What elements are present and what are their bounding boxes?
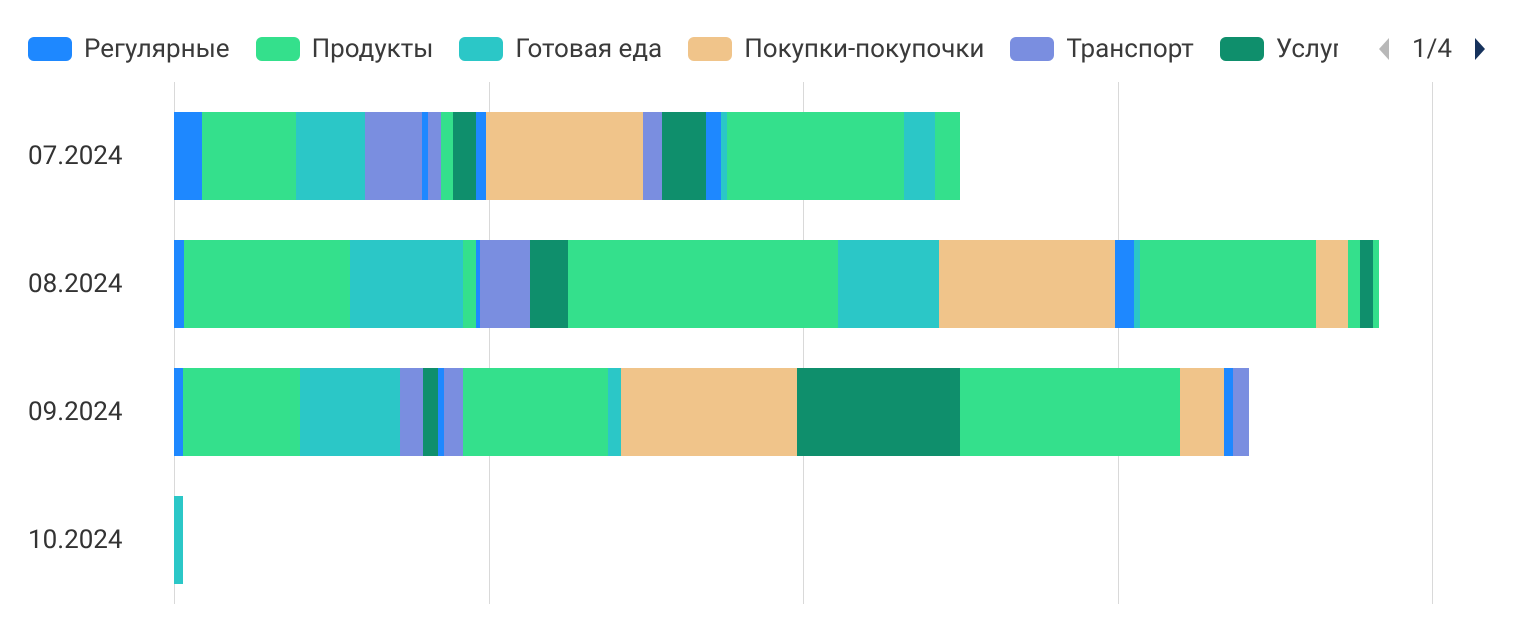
legend-items: Регулярные Продукты Готовая еда Покупки-пок…: [28, 34, 1338, 64]
bar-segment-services[interactable]: [662, 112, 706, 200]
bar-segment-products[interactable]: [184, 240, 350, 328]
bar-segment-transport[interactable]: [428, 112, 441, 200]
stacked-bar-chart: 07.2024 08.2024 09.2024 10.2024: [28, 82, 1492, 604]
bar-segment-products[interactable]: [727, 112, 903, 200]
bar-segment-transport[interactable]: [400, 368, 423, 456]
legend-swatch-ready: [459, 37, 503, 61]
legend-item-regular[interactable]: Регулярные: [28, 34, 230, 64]
chevron-left-icon: [1375, 36, 1395, 62]
bar-segment-products[interactable]: [935, 112, 960, 200]
y-axis-label: 09.2024: [28, 397, 123, 427]
bar-segment-services[interactable]: [530, 240, 568, 328]
bar-row: [174, 240, 1379, 328]
bar-segment-ready[interactable]: [296, 112, 365, 200]
bar-segment-products[interactable]: [568, 240, 838, 328]
bar-segment-ready[interactable]: [300, 368, 401, 456]
bar-segment-services[interactable]: [423, 368, 438, 456]
legend-swatch-services: [1220, 37, 1264, 61]
bar-segment-services[interactable]: [1360, 240, 1373, 328]
bar-row: [174, 112, 960, 200]
legend-item-ready[interactable]: Готовая еда: [459, 34, 662, 64]
bar-segment-ready[interactable]: [904, 112, 935, 200]
y-axis-label: 07.2024: [28, 141, 123, 171]
legend-page-indicator: 1/4: [1412, 34, 1452, 64]
legend-item-services[interactable]: Услуги: [1220, 34, 1338, 64]
legend-pager: 1/4: [1372, 34, 1492, 64]
y-axis-label: 08.2024: [28, 269, 123, 299]
bar-segment-products[interactable]: [463, 368, 608, 456]
legend-item-purchases[interactable]: Покупки-покупочки: [688, 34, 984, 64]
bar-segment-transport[interactable]: [444, 368, 463, 456]
chevron-right-icon: [1469, 36, 1489, 62]
y-axis-label: 10.2024: [28, 525, 123, 555]
legend-label: Продукты: [312, 34, 434, 64]
legend-label: Покупки-покупочки: [744, 34, 984, 64]
bar-segment-services[interactable]: [797, 368, 961, 456]
legend-swatch-purchases: [688, 37, 732, 61]
bar-segment-products[interactable]: [960, 368, 1180, 456]
bar-segment-ready[interactable]: [838, 240, 939, 328]
bar-segment-products[interactable]: [1373, 240, 1379, 328]
bar-segment-purchases[interactable]: [486, 112, 643, 200]
bar-segment-transport[interactable]: [365, 112, 422, 200]
legend-label: Готовая еда: [515, 34, 662, 64]
bar-segment-products[interactable]: [1348, 240, 1361, 328]
legend-label: Транспорт: [1066, 34, 1193, 64]
chart-plot-area: [174, 82, 1432, 604]
bar-segment-purchases[interactable]: [1316, 240, 1347, 328]
legend-label: Услуги: [1276, 34, 1338, 64]
gridline: [1118, 82, 1119, 604]
bar-row: [174, 496, 183, 584]
legend-next-button[interactable]: [1466, 36, 1492, 62]
bar-segment-regular[interactable]: [476, 112, 486, 200]
bar-segment-transport[interactable]: [1233, 368, 1249, 456]
bar-segment-purchases[interactable]: [939, 240, 1115, 328]
bar-segment-transport[interactable]: [643, 112, 662, 200]
bar-segment-purchases[interactable]: [621, 368, 797, 456]
legend-swatch-regular: [28, 37, 72, 61]
legend-item-products[interactable]: Продукты: [256, 34, 434, 64]
bar-segment-purchases[interactable]: [1180, 368, 1224, 456]
bar-segment-ready[interactable]: [350, 240, 463, 328]
bar-segment-regular[interactable]: [706, 112, 721, 200]
gridline: [1432, 82, 1433, 604]
bar-segment-products[interactable]: [463, 240, 476, 328]
legend-swatch-products: [256, 37, 300, 61]
bar-segment-regular[interactable]: [1224, 368, 1233, 456]
bar-segment-regular[interactable]: [174, 112, 202, 200]
bar-segment-products[interactable]: [441, 112, 454, 200]
legend-prev-button[interactable]: [1372, 36, 1398, 62]
bar-segment-regular[interactable]: [174, 240, 184, 328]
bar-segment-ready[interactable]: [608, 368, 621, 456]
bar-segment-products[interactable]: [1140, 240, 1316, 328]
legend-swatch-transport: [1010, 37, 1054, 61]
legend-bar: Регулярные Продукты Готовая еда Покупки-пок…: [0, 0, 1520, 82]
legend-item-transport[interactable]: Транспорт: [1010, 34, 1193, 64]
bar-segment-products[interactable]: [183, 368, 300, 456]
bar-segment-ready[interactable]: [174, 496, 183, 584]
legend-label: Регулярные: [84, 34, 230, 64]
bar-segment-regular[interactable]: [1115, 240, 1134, 328]
bar-segment-transport[interactable]: [480, 240, 530, 328]
bar-segment-products[interactable]: [202, 112, 296, 200]
bar-segment-services[interactable]: [453, 112, 476, 200]
bar-row: [174, 368, 1250, 456]
bar-segment-regular[interactable]: [174, 368, 183, 456]
